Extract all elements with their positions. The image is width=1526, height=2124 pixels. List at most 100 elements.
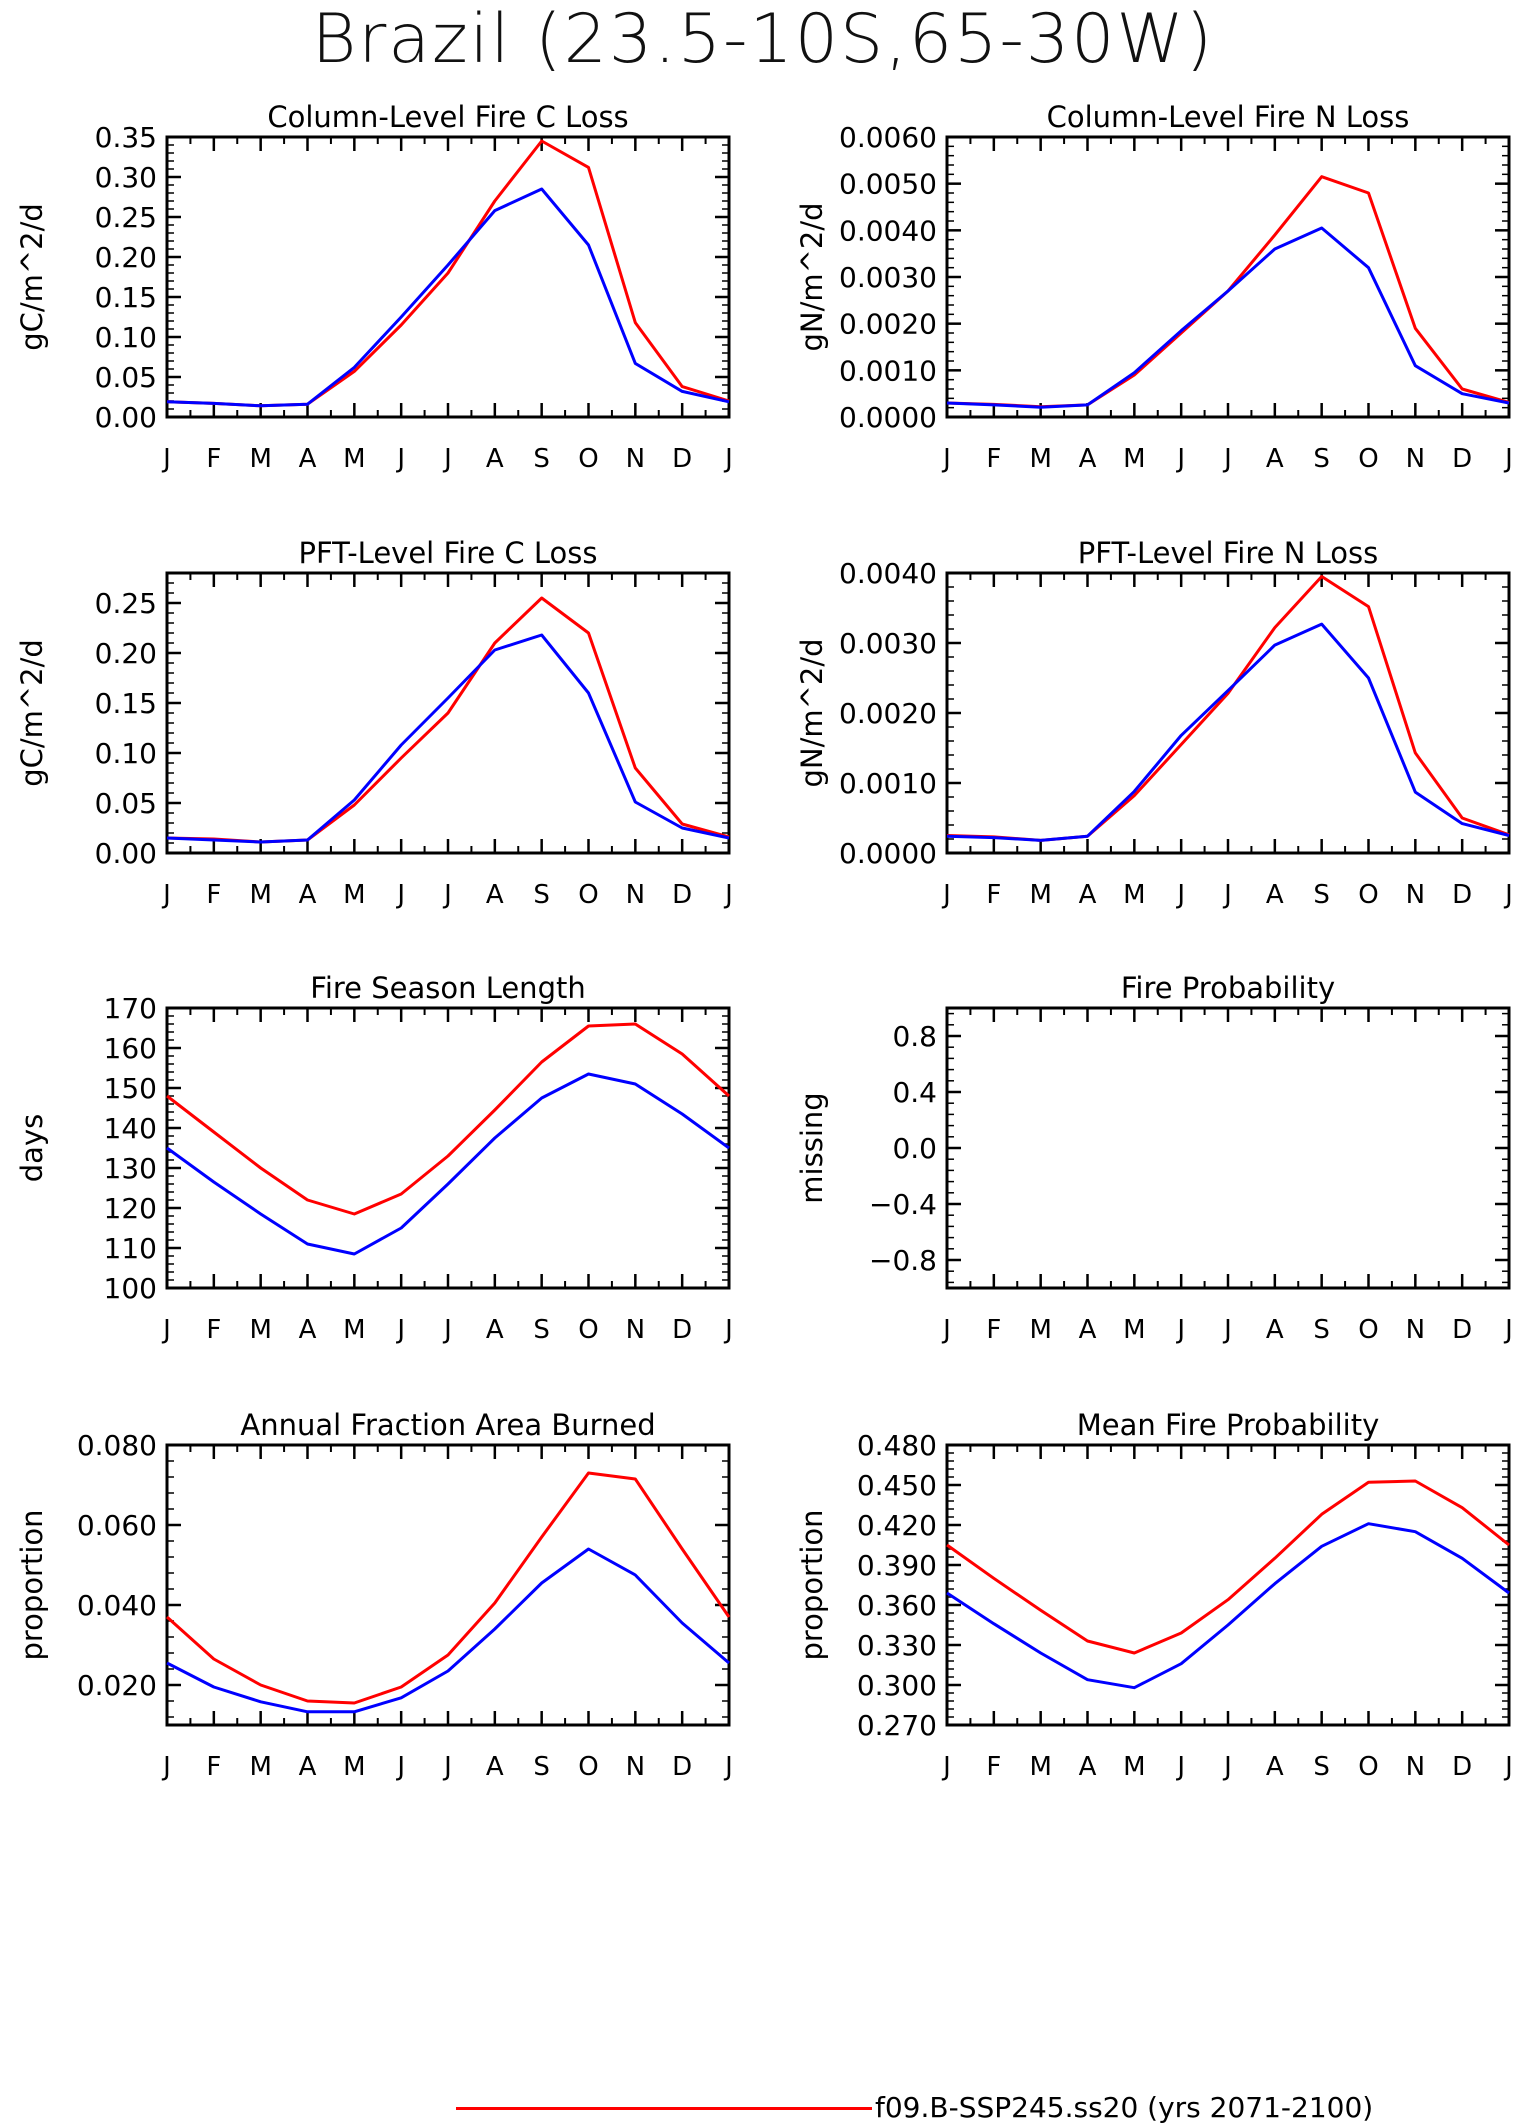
y-axis-label: proportion [15,1509,49,1660]
y-tick-label: 150 [104,1072,157,1105]
y-tick-label: 0.8 [892,1020,937,1053]
series-line-blue [166,187,730,408]
x-tick-label: F [986,880,1001,910]
x-tick-label: A [1266,444,1284,474]
y-tick-label: 0.10 [95,737,157,770]
y-tick-label: 0.0 [892,1132,937,1165]
y-tick-label: 0.25 [95,587,157,620]
series-line-blue [946,622,1510,842]
plot-title: Column-Level Fire N Loss [1047,100,1410,134]
y-axis-label: gN/m^2/d [795,202,829,351]
y-tick-label: 0.360 [857,1589,937,1622]
x-tick-label: J [395,1315,405,1345]
series-line-red [165,1471,731,1705]
y-tick-label: 0.020 [77,1669,157,1702]
x-tick-label: A [299,444,317,474]
plot-title: Fire Season Length [310,971,585,1005]
y-tick-label: 0.060 [77,1509,157,1542]
x-tick-label: A [1079,1752,1097,1782]
x-tick-label: J [1222,880,1232,910]
x-tick-label: F [986,1752,1001,1782]
x-tick-label: D [672,880,692,910]
plot-title: Annual Fraction Area Burned [240,1408,655,1442]
x-tick-label: J [1222,444,1232,474]
x-tick-label: O [1358,1315,1378,1345]
legend-line-red [456,2107,872,2110]
x-tick-label: O [578,444,598,474]
x-tick-label: N [626,880,645,910]
x-tick-label: D [1452,880,1472,910]
x-tick-label: M [1123,1315,1145,1345]
y-tick-label: 0.0020 [839,697,937,730]
x-tick-label: A [486,1315,504,1345]
y-tick-label: 0.330 [857,1629,937,1662]
x-tick-label: O [578,1315,598,1345]
y-axis-label: days [15,1114,49,1182]
x-tick-label: J [161,1315,171,1345]
x-tick-label: M [1029,444,1051,474]
y-tick-label: 0.390 [857,1549,937,1582]
y-tick-label: 170 [104,992,157,1025]
x-tick-label: M [249,444,271,474]
y-tick-label: 0.10 [95,321,157,354]
x-tick-label: S [533,444,550,474]
x-tick-label: M [343,880,365,910]
plot-frame-6 [945,1006,1511,1290]
x-tick-label: N [1406,880,1425,910]
y-tick-label: −0.4 [869,1188,937,1221]
y-tick-label: 0.450 [857,1469,937,1502]
y-tick-label: 0.270 [857,1709,937,1742]
x-tick-label: A [1266,1315,1284,1345]
y-tick-label: 0.0040 [839,214,937,247]
y-tick-label: 110 [104,1232,157,1265]
y-axis-label: gC/m^2/d [15,203,49,351]
x-tick-label: J [723,444,733,474]
x-tick-label: D [672,1315,692,1345]
x-tick-label: J [723,1752,733,1782]
series-line-blue [946,1522,1510,1690]
x-tick-label: A [299,1752,317,1782]
x-tick-label: N [1406,444,1425,474]
x-tick-label: M [249,1315,271,1345]
x-tick-label: F [986,1315,1001,1345]
y-tick-label: 0.20 [95,241,157,274]
y-tick-label: 0.0050 [839,168,937,201]
y-tick-label: 0.15 [95,687,157,720]
x-tick-label: S [533,1752,550,1782]
series-line-red [166,1022,731,1216]
x-tick-label: A [1079,1315,1097,1345]
x-tick-label: S [1313,444,1330,474]
x-tick-label: M [343,1315,365,1345]
x-tick-label: J [1175,1315,1185,1345]
x-tick-label: F [206,880,221,910]
x-tick-label: S [533,880,550,910]
x-tick-label: M [249,1752,271,1782]
x-tick-label: J [941,1752,951,1782]
y-tick-label: 0.00 [95,837,157,870]
x-tick-label: N [1406,1315,1425,1345]
y-tick-label: 0.30 [95,161,157,194]
x-tick-label: J [442,880,452,910]
x-tick-label: A [486,1752,504,1782]
y-tick-label: 100 [104,1272,157,1305]
x-tick-label: A [1266,1752,1284,1782]
series-line-blue [166,1072,730,1256]
x-tick-label: J [161,444,171,474]
x-tick-label: O [1358,880,1378,910]
x-tick-label: D [1452,444,1472,474]
x-tick-label: J [161,1752,171,1782]
y-tick-label: 140 [104,1112,157,1145]
plot-title: Column-Level Fire C Loss [267,100,628,134]
plot-title: Mean Fire Probability [1077,1408,1380,1442]
series-line-blue [166,1547,730,1714]
x-tick-label: J [1222,1752,1232,1782]
x-tick-label: A [1079,444,1097,474]
series-line-red [946,575,1510,842]
x-tick-label: F [206,1752,221,1782]
series-line-red [166,139,730,408]
y-tick-label: 0.420 [857,1509,937,1542]
x-tick-label: D [1452,1752,1472,1782]
x-tick-label: J [1503,1315,1513,1345]
y-tick-label: 160 [104,1032,157,1065]
y-tick-label: 0.0000 [839,837,937,870]
